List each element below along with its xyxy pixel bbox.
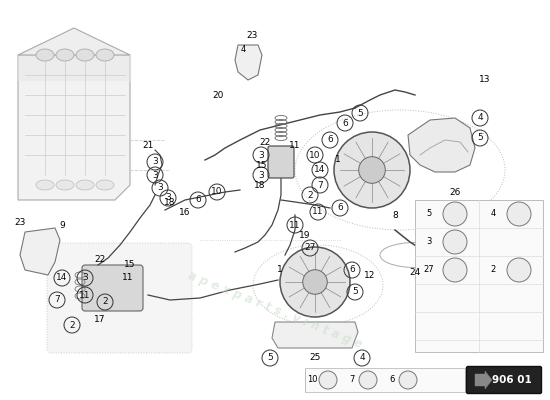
Polygon shape xyxy=(20,228,60,275)
Circle shape xyxy=(399,371,417,389)
Circle shape xyxy=(507,202,531,226)
Circle shape xyxy=(443,258,467,282)
Text: 4: 4 xyxy=(240,45,246,54)
Polygon shape xyxy=(272,322,358,348)
Text: 5: 5 xyxy=(352,288,358,296)
Text: 7: 7 xyxy=(54,296,60,304)
Circle shape xyxy=(334,132,410,208)
Text: 11: 11 xyxy=(289,220,301,230)
FancyBboxPatch shape xyxy=(268,146,294,178)
Text: 15: 15 xyxy=(256,161,268,170)
Ellipse shape xyxy=(96,180,114,190)
Circle shape xyxy=(280,247,350,317)
Text: 4: 4 xyxy=(359,354,365,362)
Text: 11: 11 xyxy=(312,208,324,216)
Text: 27: 27 xyxy=(424,266,434,274)
Text: 26: 26 xyxy=(449,188,461,197)
Ellipse shape xyxy=(56,180,74,190)
Ellipse shape xyxy=(56,49,74,61)
Text: 11: 11 xyxy=(289,141,301,150)
FancyBboxPatch shape xyxy=(82,265,143,311)
Text: 17: 17 xyxy=(94,315,106,324)
Text: 10: 10 xyxy=(211,188,223,196)
Text: 2: 2 xyxy=(102,298,108,306)
Circle shape xyxy=(507,258,531,282)
Text: 3: 3 xyxy=(157,184,163,192)
Text: a p e x p a r t s . v i n t a g e: a p e x p a r t s . v i n t a g e xyxy=(186,269,364,351)
Text: 10: 10 xyxy=(307,374,317,384)
Text: 16: 16 xyxy=(179,208,191,217)
Circle shape xyxy=(359,157,386,183)
Text: 3: 3 xyxy=(152,158,158,166)
Text: 3: 3 xyxy=(82,274,88,282)
Text: 6: 6 xyxy=(389,374,395,384)
Text: 906 01: 906 01 xyxy=(492,375,532,385)
Polygon shape xyxy=(475,371,492,389)
Text: 8: 8 xyxy=(392,211,398,220)
Polygon shape xyxy=(18,28,130,55)
Circle shape xyxy=(359,371,377,389)
Text: 6: 6 xyxy=(337,204,343,212)
Polygon shape xyxy=(18,55,130,200)
Text: 6: 6 xyxy=(342,118,348,128)
Text: 11: 11 xyxy=(122,273,134,282)
Text: 18: 18 xyxy=(254,181,266,190)
Text: 25: 25 xyxy=(309,353,321,362)
Ellipse shape xyxy=(36,180,54,190)
Text: 3: 3 xyxy=(258,150,264,160)
Text: 18: 18 xyxy=(164,198,176,207)
Text: 5: 5 xyxy=(357,108,363,118)
Text: 6: 6 xyxy=(195,196,201,204)
Circle shape xyxy=(319,371,337,389)
Circle shape xyxy=(443,202,467,226)
Ellipse shape xyxy=(96,49,114,61)
Text: 14: 14 xyxy=(56,274,68,282)
Text: 1: 1 xyxy=(277,265,283,274)
Text: 6: 6 xyxy=(327,136,333,144)
Text: 3: 3 xyxy=(426,238,432,246)
Text: 5: 5 xyxy=(426,210,432,218)
Text: 22: 22 xyxy=(260,138,271,147)
Text: 21: 21 xyxy=(142,141,153,150)
Text: 27: 27 xyxy=(304,244,316,252)
Polygon shape xyxy=(408,118,475,172)
Ellipse shape xyxy=(76,180,94,190)
Text: 12: 12 xyxy=(364,271,376,280)
Text: 4: 4 xyxy=(477,114,483,122)
Polygon shape xyxy=(235,45,262,80)
Text: 3: 3 xyxy=(152,170,158,180)
Text: 5: 5 xyxy=(267,354,273,362)
Circle shape xyxy=(302,270,327,294)
Text: 23: 23 xyxy=(14,218,26,227)
Text: 3: 3 xyxy=(165,194,171,202)
Text: 7: 7 xyxy=(349,374,355,384)
Text: 13: 13 xyxy=(479,75,491,84)
Bar xyxy=(415,200,543,352)
Text: 6: 6 xyxy=(349,266,355,274)
Text: 1: 1 xyxy=(335,155,341,164)
Text: 14: 14 xyxy=(314,166,326,174)
Circle shape xyxy=(443,230,467,254)
Bar xyxy=(305,368,465,392)
Text: 2: 2 xyxy=(307,190,313,200)
Text: 15: 15 xyxy=(124,260,136,269)
FancyBboxPatch shape xyxy=(47,243,192,353)
Text: 4: 4 xyxy=(491,210,496,218)
Text: 24: 24 xyxy=(409,268,421,277)
Text: 19: 19 xyxy=(299,231,311,240)
Text: 10: 10 xyxy=(309,150,321,160)
Ellipse shape xyxy=(76,49,94,61)
Text: 3: 3 xyxy=(258,170,264,180)
Text: 5: 5 xyxy=(477,134,483,142)
Ellipse shape xyxy=(36,49,54,61)
Text: 7: 7 xyxy=(317,180,323,190)
Text: 2: 2 xyxy=(69,320,75,330)
Text: 20: 20 xyxy=(212,91,224,100)
Text: 11: 11 xyxy=(79,290,91,300)
Text: 9: 9 xyxy=(59,221,65,230)
Text: 22: 22 xyxy=(95,255,106,264)
Text: 2: 2 xyxy=(491,266,496,274)
FancyBboxPatch shape xyxy=(466,366,542,394)
Text: 23: 23 xyxy=(246,31,258,40)
